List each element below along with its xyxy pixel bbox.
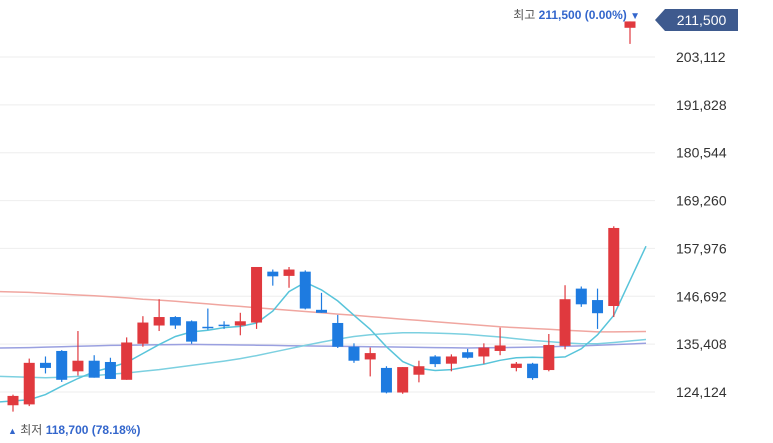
current-price-tag: 211,500 [655, 9, 738, 31]
candle [624, 21, 636, 44]
y-tick-label: 124,124 [676, 384, 727, 400]
candle [283, 266, 295, 288]
candle [7, 394, 19, 412]
candle [218, 321, 230, 329]
y-tick-label: 157,976 [676, 240, 727, 256]
candle [251, 266, 263, 329]
candle [380, 366, 392, 394]
candle [478, 343, 490, 364]
low-price-note: ▲ 최저 118,700 (78.18%) [8, 421, 140, 438]
candle [121, 337, 133, 380]
up-arrow-icon: ▲ [8, 426, 17, 436]
candle [202, 308, 214, 330]
candle [397, 367, 409, 394]
y-tick-label: 203,112 [676, 49, 726, 65]
down-arrow-icon: ▼ [630, 11, 640, 22]
y-tick-label: 169,260 [676, 193, 727, 209]
candle [462, 348, 474, 359]
candle [413, 360, 425, 383]
y-tick-label: 135,408 [676, 336, 727, 352]
candle [364, 347, 376, 377]
candle [559, 285, 571, 350]
low-label: 최저 [20, 423, 43, 437]
candle [316, 292, 327, 313]
candle [527, 362, 539, 380]
high-label: 최고 [513, 8, 536, 22]
low-value: 118,700 (78.18%) [45, 423, 141, 437]
y-axis-ticks: 203,112 191,828 180,544 169,260 157,976 146,6… [676, 49, 727, 400]
candle [137, 316, 149, 347]
candle [332, 314, 344, 348]
candle [592, 288, 604, 329]
y-tick-label: 191,828 [676, 97, 727, 113]
candle [543, 333, 555, 372]
moving-average-line [0, 342, 647, 349]
candle [234, 312, 246, 336]
candle [56, 350, 68, 382]
y-tick-label: 180,544 [676, 145, 727, 161]
candle [72, 331, 84, 376]
candle [429, 355, 441, 368]
candle [494, 327, 506, 356]
candle [510, 361, 522, 372]
candle [299, 270, 311, 310]
candle [267, 269, 279, 286]
candle [169, 316, 181, 329]
moving-average-lines [0, 245, 647, 403]
candle [88, 355, 100, 378]
high-value: 211,500 (0.00%) [538, 8, 627, 22]
candlesticks [7, 21, 636, 412]
high-price-note: 최고 211,500 (0.00%) ▼ [513, 6, 640, 23]
candle [445, 354, 457, 372]
candle [23, 358, 35, 407]
candle [39, 356, 51, 374]
y-tick-label: 146,692 [676, 288, 727, 304]
moving-average-line [0, 245, 647, 403]
candle [153, 299, 165, 332]
candle [186, 320, 198, 344]
candle [608, 226, 620, 318]
candle [575, 286, 587, 307]
candle [348, 343, 360, 363]
candle [104, 357, 116, 379]
moving-average-line [0, 290, 647, 333]
